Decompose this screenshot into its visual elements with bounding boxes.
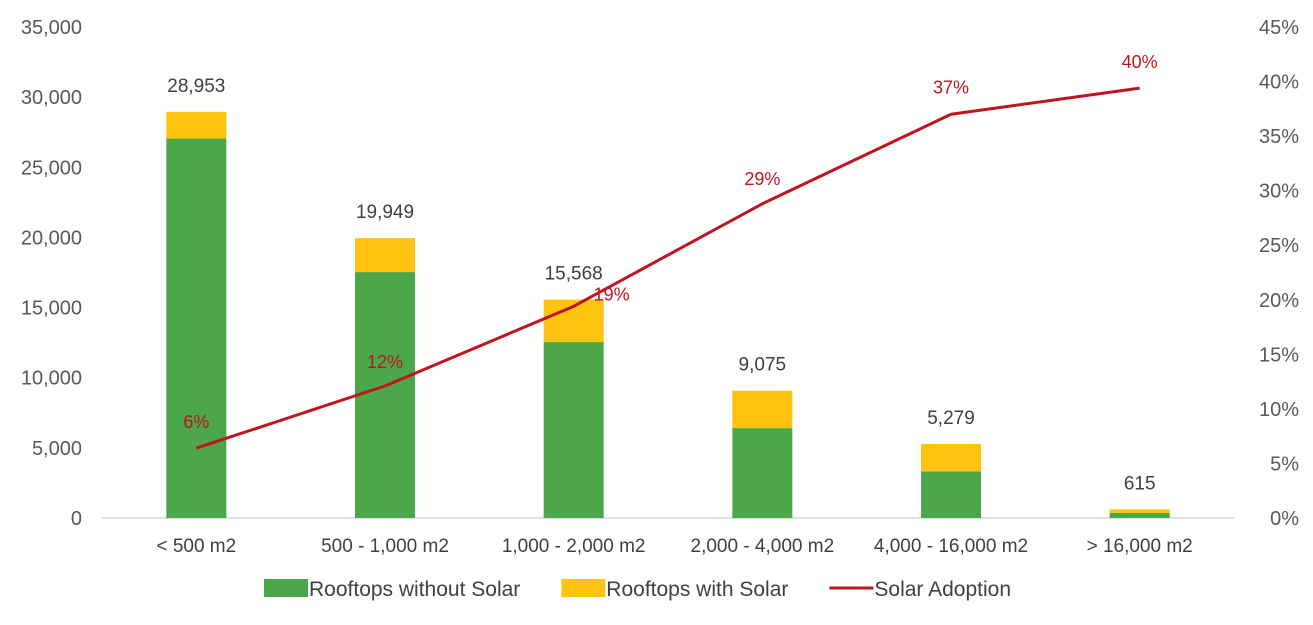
right-axis-tick-label: 20% [1259, 290, 1299, 312]
left-axis-tick-label: 5,000 [32, 438, 82, 460]
total-label: 615 [1124, 473, 1156, 494]
rooftops-without-solar-bar [543, 342, 604, 518]
legend-swatch [561, 579, 606, 597]
legend-label: Solar Adoption [874, 578, 1011, 601]
x-axis-tick-label: 500 - 1,000 m2 [321, 536, 449, 557]
x-axis-tick-label: 4,000 - 16,000 m2 [874, 536, 1028, 557]
solar-adoption-line-path [195, 86, 1140, 450]
legend-label: Rooftops with Solar [606, 578, 788, 601]
left-axis-tick-label: 10,000 [21, 368, 82, 390]
rooftops-with-solar-bar [166, 111, 227, 139]
rooftops-with-solar-bar [921, 443, 981, 472]
total-label: 9,075 [739, 355, 787, 376]
solar-adoption-data-label: 6% [183, 412, 209, 432]
rooftops-with-solar-bar [1109, 509, 1170, 513]
rooftops-without-solar-bar [732, 428, 793, 518]
x-axis-tick-label: > 16,000 m2 [1087, 536, 1193, 557]
x-axis-tick-label: 2,000 - 4,000 m2 [691, 536, 835, 557]
rooftops-with-solar-bar [355, 238, 415, 273]
x-axis-tick-label: < 500 m2 [156, 536, 236, 557]
solar-adoption-data-label: 29% [744, 169, 780, 189]
left-axis-tick-label: 35,000 [21, 17, 82, 39]
right-axis-tick-label: 45% [1259, 17, 1299, 39]
right-axis-tick-label: 15% [1259, 344, 1299, 366]
right-axis-tick-label: 25% [1259, 235, 1299, 257]
total-labels: 28,953 19,949 15,568 9,075 5,279 615 [167, 76, 1155, 495]
x-axis-labels: < 500 m2 500 - 1,000 m2 1,000 - 2,000 m2 2,… [156, 536, 1192, 557]
total-label: 15,568 [545, 264, 603, 285]
right-axis-tick-label: 5% [1270, 453, 1299, 475]
left-axis-tick-label: 25,000 [21, 157, 82, 179]
solar-adoption-data-label: 12% [367, 352, 403, 372]
left-axis-tick-label: 20,000 [21, 227, 82, 249]
solar-adoption-data-label: 37% [933, 77, 969, 97]
right-axis-tick-label: 30% [1259, 181, 1299, 203]
right-axis-tick-label: 10% [1259, 399, 1299, 421]
total-label: 28,953 [167, 76, 225, 97]
solar-adoption-data-label: 40% [1122, 52, 1158, 72]
rooftops-without-solar-bar [921, 471, 981, 518]
right-axis-tick-label: 40% [1259, 72, 1299, 94]
rooftops-without-solar-bar [1109, 512, 1170, 518]
rooftops-without-solar-bar [166, 138, 227, 518]
rooftops-with-solar-bar [732, 390, 793, 429]
legend-label: Rooftops without Solar [309, 578, 520, 601]
legend-swatch [264, 579, 308, 597]
bars [166, 111, 1170, 518]
x-axis-tick-label: 1,000 - 2,000 m2 [502, 536, 646, 557]
left-axis-tick-label: 30,000 [21, 87, 82, 109]
left-axis: 0 5,000 10,000 15,000 20,000 25,000 30,000 35,0… [21, 17, 82, 530]
total-label: 19,949 [356, 202, 414, 223]
left-axis-tick-label: 0 [71, 508, 82, 530]
left-axis-tick-label: 15,000 [21, 298, 82, 320]
total-label: 5,279 [927, 408, 975, 429]
right-axis-tick-label: 0% [1270, 508, 1299, 530]
legend: Rooftops without Solar Rooftops with Sola… [264, 578, 1011, 601]
right-axis-tick-label: 35% [1259, 126, 1299, 148]
rooftops-without-solar-bar [355, 272, 415, 518]
right-axis: 0% 5% 10% 15% 20% 25% 30% 35% 40% 45% [1259, 17, 1299, 530]
solar-adoption-line: 6% 12% 19% 29% 37% 40% [183, 52, 1158, 450]
solar-adoption-data-label: 19% [594, 284, 630, 304]
